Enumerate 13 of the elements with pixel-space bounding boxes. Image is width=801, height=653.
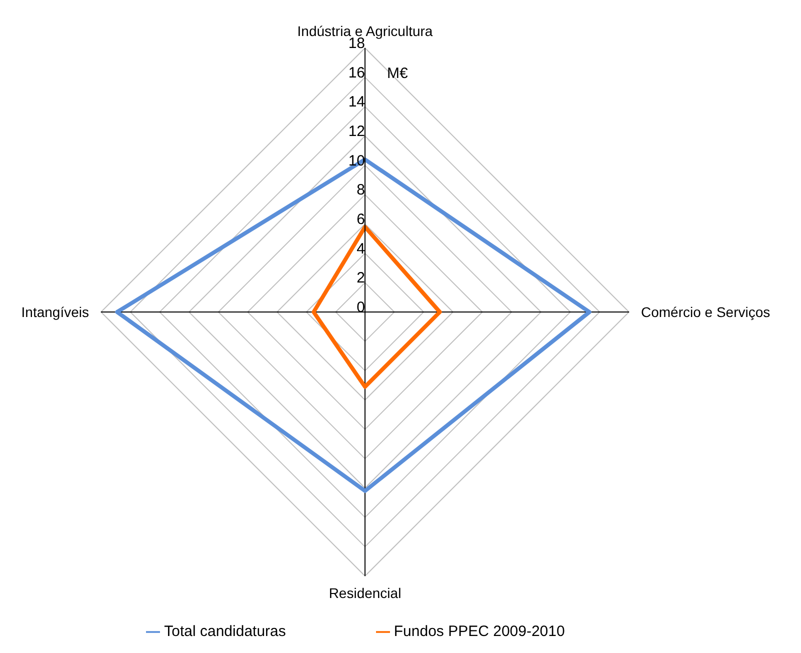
spoke-label: Comércio e Serviços bbox=[641, 304, 770, 320]
legend-label: Fundos PPEC 2009-2010 bbox=[394, 623, 565, 640]
text: M€ bbox=[387, 65, 408, 82]
y-tick-label: 16 bbox=[348, 64, 365, 82]
spoke-label: Residencial bbox=[328, 584, 402, 601]
spoke-label: Intangíveis bbox=[21, 304, 89, 320]
y-tick-label: 2 bbox=[356, 270, 365, 287]
y-tick-label: 14 bbox=[348, 94, 365, 111]
y-tick-label: 8 bbox=[356, 182, 365, 199]
y-tick-label: 12 bbox=[348, 123, 365, 140]
y-tick-label: 4 bbox=[356, 240, 365, 258]
legend-label: Total candidaturas bbox=[164, 623, 286, 640]
y-tick-label: 6 bbox=[356, 211, 365, 228]
